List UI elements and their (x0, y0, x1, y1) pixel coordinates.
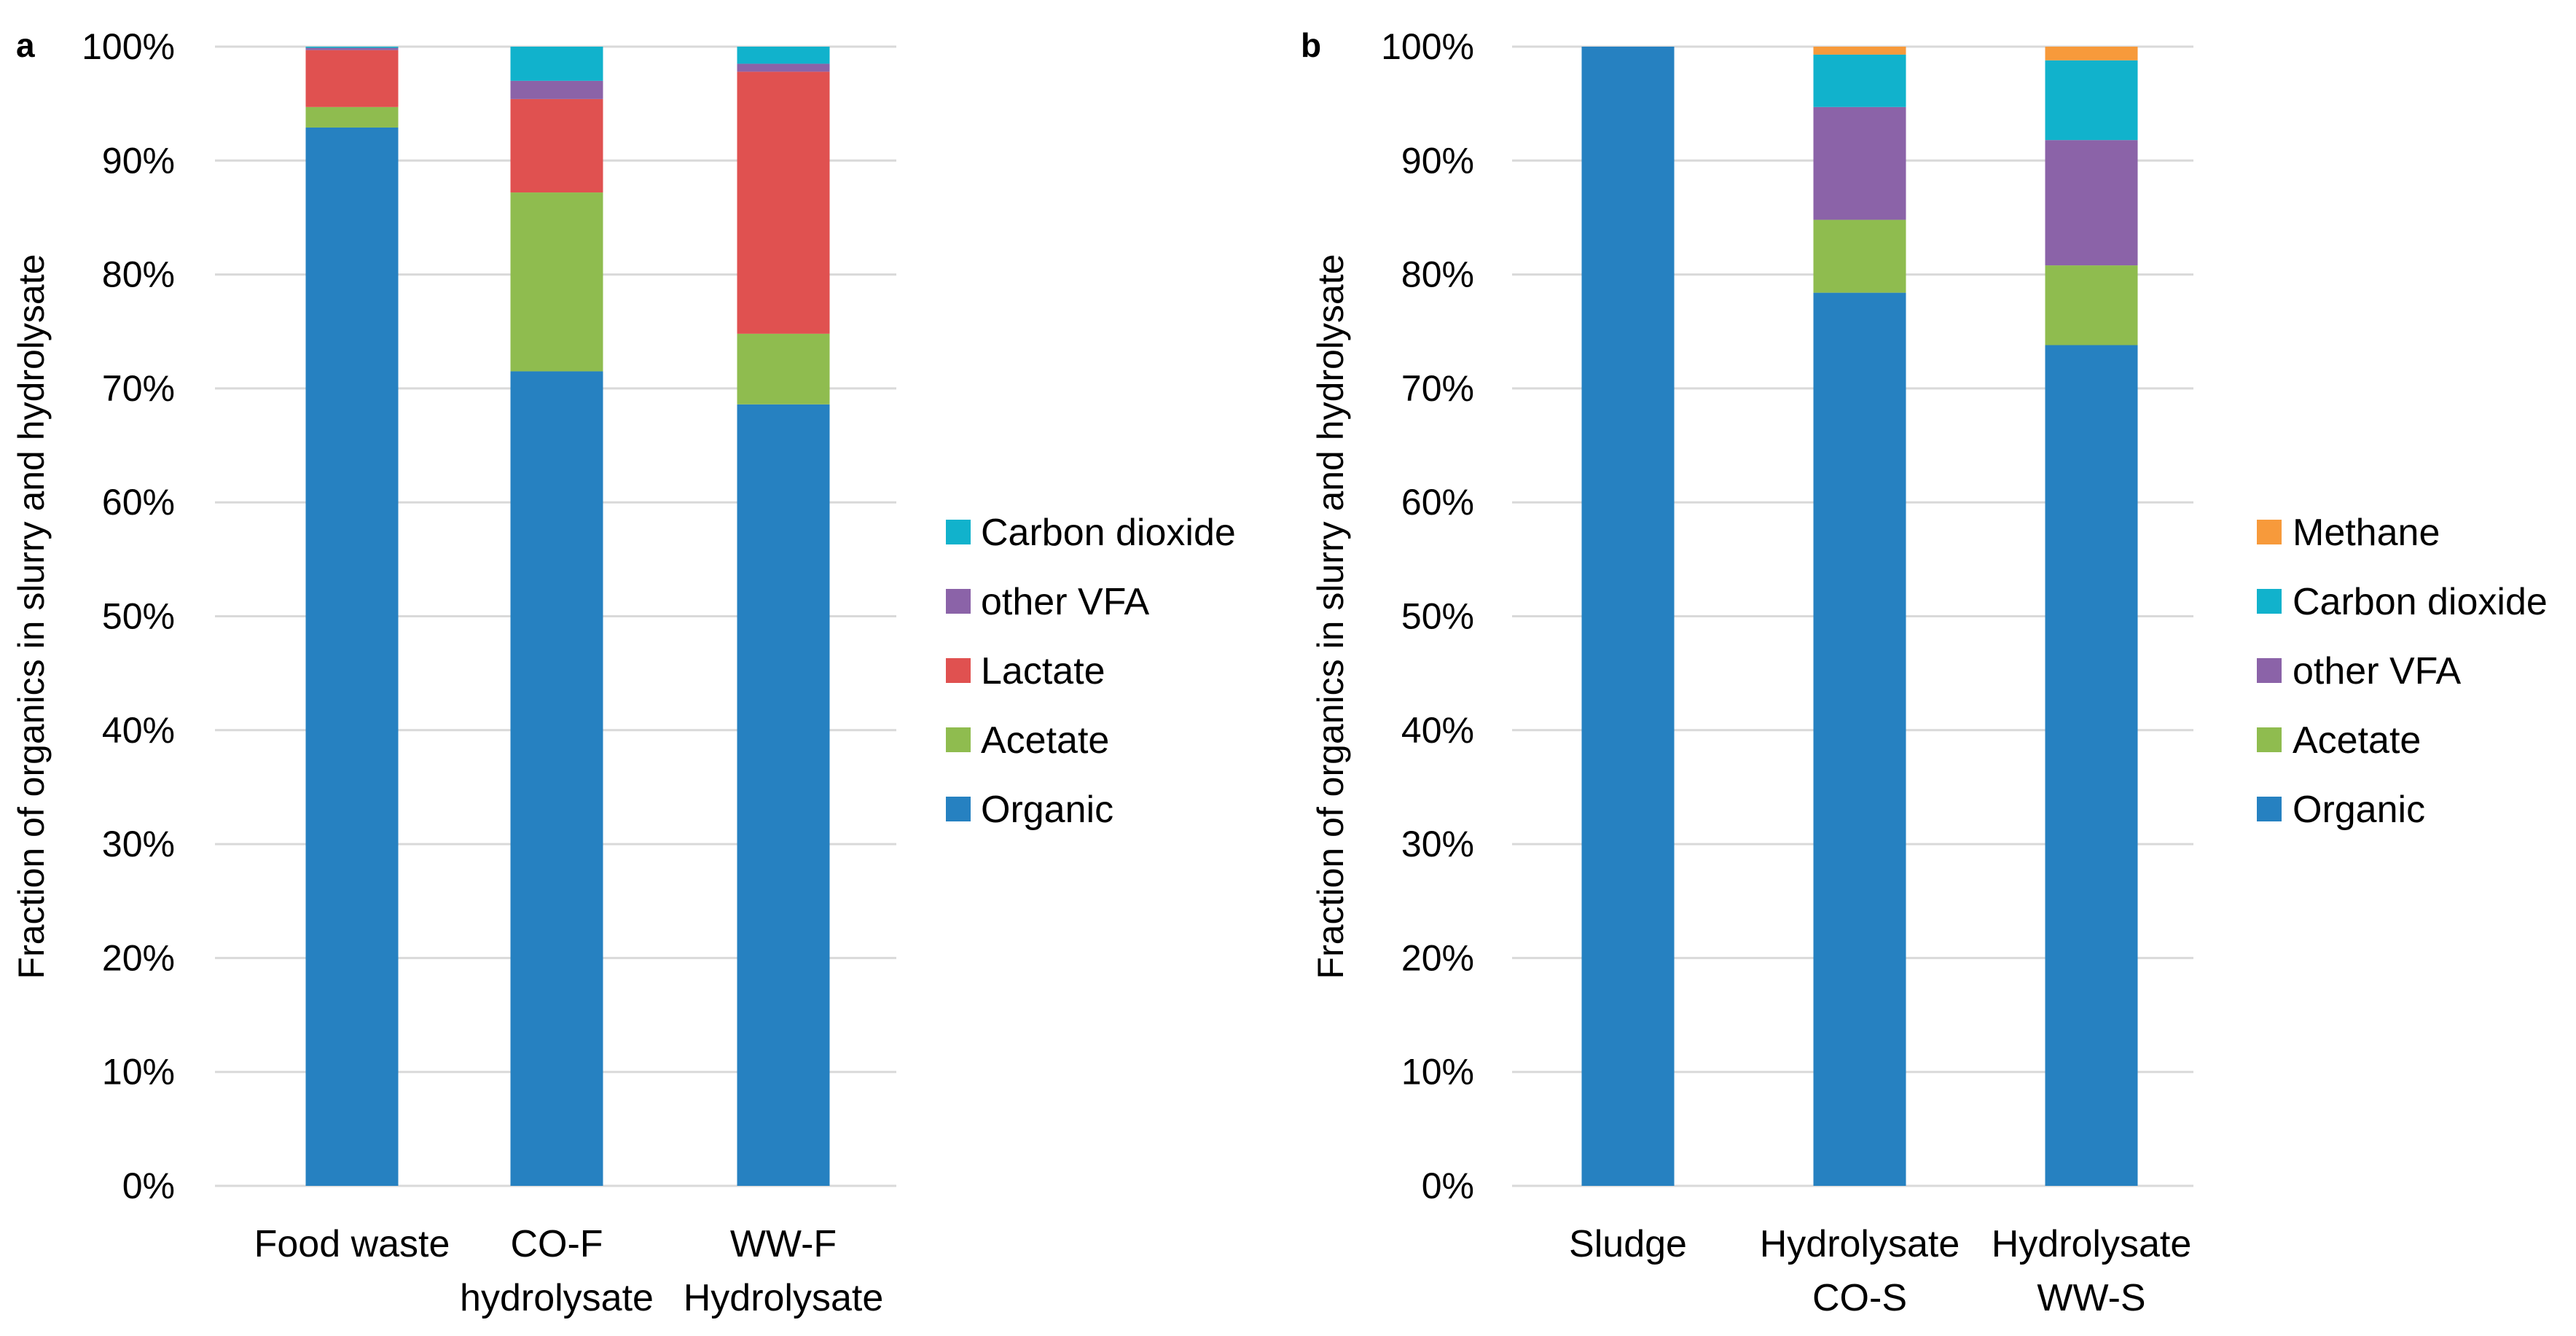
y-tick-label: 90% (1401, 140, 1474, 181)
legend-swatch (946, 727, 971, 752)
bar-segment-other-vfa (1813, 106, 1906, 220)
y-tick-label: 100% (1381, 26, 1474, 67)
bar-segment-carbon-dioxide (510, 47, 603, 81)
bar-segment-acetate (737, 333, 830, 405)
y-axis-title: Fraction of organics in slurry and hydro… (1310, 254, 1351, 980)
bar-segment-organic (510, 371, 603, 1187)
y-tick-label: 50% (1401, 596, 1474, 637)
y-tick-label: 10% (102, 1052, 175, 1093)
x-category-label: CO-F (510, 1223, 603, 1265)
bar-segment-carbon-dioxide (737, 47, 830, 64)
y-tick-label: 60% (1401, 482, 1474, 523)
bar-segment-other-vfa (2045, 140, 2138, 266)
y-tick-label: 90% (102, 140, 175, 181)
bar-segment-organic (2045, 345, 2138, 1187)
bar-segment-acetate (305, 106, 399, 128)
y-tick-label: 0% (1422, 1165, 1474, 1206)
legend-label: Organic (2293, 789, 2425, 831)
x-category-label: Sludge (1569, 1223, 1687, 1265)
legend-label: Methane (2293, 512, 2440, 554)
legend-label: Lactate (981, 650, 1105, 692)
x-category-label: Food waste (254, 1223, 450, 1265)
bar-segment-lactate (305, 50, 399, 107)
y-tick-label: 30% (1401, 824, 1474, 864)
x-category-label: Hydrolysate (684, 1277, 884, 1319)
bar-segment-organic (1581, 47, 1675, 1186)
y-tick-label: 20% (102, 937, 175, 978)
legend-swatch (946, 589, 971, 614)
legend-label: Acetate (2293, 719, 2421, 762)
bar-segment-methane (1813, 47, 1906, 55)
chart-panel-a: 0% 10% 20% 30% 40% 50% 60% 70% 80% 90% 100% Food wa… (11, 26, 1236, 1319)
legend-swatch (2257, 797, 2282, 821)
bar-segment-carbon-dioxide (305, 47, 399, 48)
legend-swatch (2257, 520, 2282, 544)
bar-segment-acetate (1813, 219, 1906, 293)
y-tick-label: 10% (1401, 1052, 1474, 1093)
legend-label: Carbon dioxide (2293, 581, 2548, 623)
x-category-label: hydrolysate (460, 1277, 654, 1319)
legend-swatch (2257, 658, 2282, 683)
bar-segment-organic (1813, 292, 1906, 1186)
legend-label: Acetate (981, 719, 1109, 762)
legend-label: Organic (981, 789, 1113, 831)
y-tick-label: 80% (102, 254, 175, 295)
y-tick-label: 30% (102, 824, 175, 864)
y-tick-label: 20% (1401, 937, 1474, 978)
y-tick-label: 100% (82, 26, 175, 67)
legend-swatch (946, 797, 971, 821)
x-category-label: Hydrolysate (1992, 1223, 2192, 1265)
x-category-label: Hydrolysate (1760, 1223, 1960, 1265)
bar-segment-other-vfa (305, 47, 399, 50)
panel-label: a (16, 26, 35, 64)
legend-swatch (2257, 727, 2282, 752)
x-category-label: CO-S (1812, 1277, 1907, 1319)
y-tick-label: 60% (102, 482, 175, 523)
legend-label: other VFA (981, 581, 1150, 623)
panel-label: b (1301, 26, 1321, 64)
bar-segment-acetate (2045, 265, 2138, 345)
legend-swatch (2257, 589, 2282, 614)
legend-swatch (946, 520, 971, 544)
legend-label: other VFA (2293, 650, 2462, 692)
y-axis-title: Fraction of organics in slurry and hydro… (11, 254, 52, 980)
chart-panel-b: 0% 10% 20% 30% 40% 50% 60% 70% 80% 90% 100% Sludge H… (1301, 26, 2548, 1319)
legend-label: Carbon dioxide (981, 512, 1236, 554)
x-category-label: WW-S (2037, 1277, 2145, 1319)
y-tick-label: 40% (1401, 710, 1474, 751)
bar-segment-carbon-dioxide (2045, 60, 2138, 141)
bar-segment-lactate (510, 98, 603, 193)
y-tick-label: 70% (1401, 368, 1474, 409)
y-tick-label: 0% (122, 1165, 175, 1206)
x-category-label: WW-F (730, 1223, 837, 1265)
bar-segment-lactate (737, 71, 830, 334)
y-tick-label: 40% (102, 710, 175, 751)
legend-swatch (946, 658, 971, 683)
bar-segment-other-vfa (737, 63, 830, 72)
y-tick-label: 80% (1401, 254, 1474, 295)
y-tick-label: 70% (102, 368, 175, 409)
y-tick-label: 50% (102, 596, 175, 637)
bar-segment-carbon-dioxide (1813, 54, 1906, 107)
bar-segment-methane (2045, 47, 2138, 60)
bar-segment-acetate (510, 192, 603, 372)
bar-segment-organic (305, 127, 399, 1186)
bar-segment-organic (737, 404, 830, 1186)
bar-segment-other-vfa (510, 80, 603, 99)
